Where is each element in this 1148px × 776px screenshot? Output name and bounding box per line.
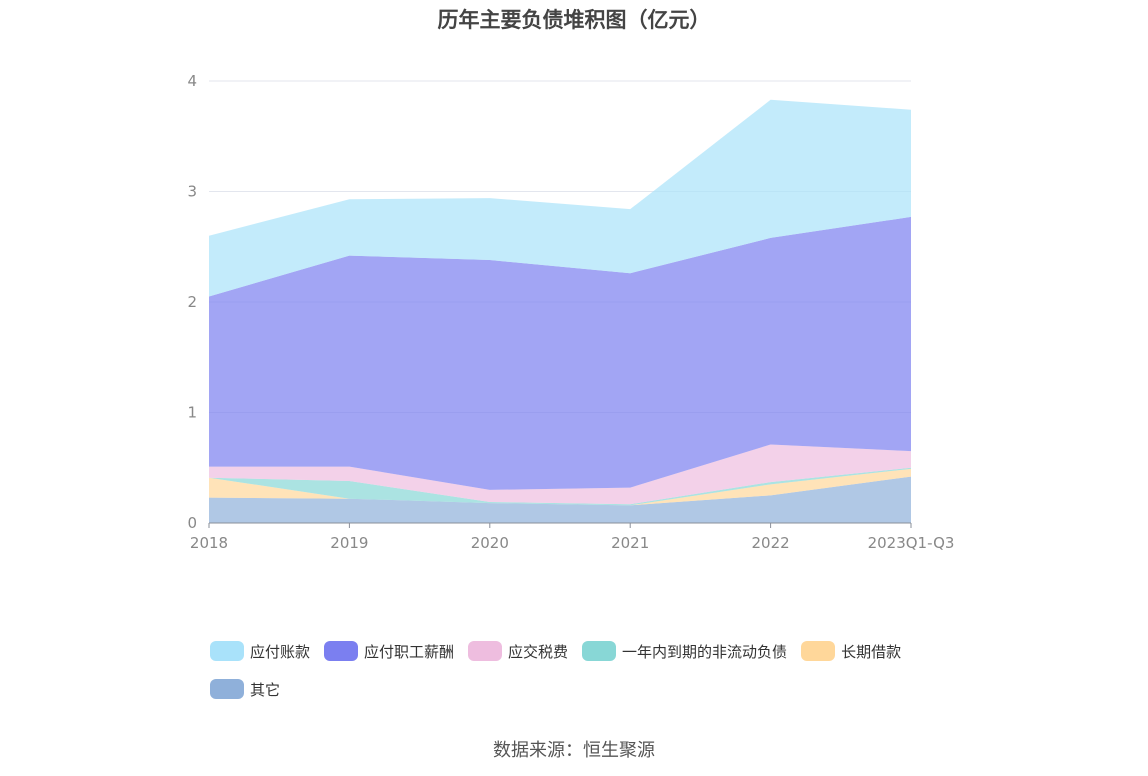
legend-item[interactable]: 应付职工薪酬 xyxy=(324,640,454,662)
legend-label: 一年内到期的非流动负债 xyxy=(622,642,788,661)
legend: 应付账款 应付职工薪酬 应交税费 一年内到期的非流动负债 长期借款其它 xyxy=(210,640,970,716)
area-series-应付职工薪酬[interactable] xyxy=(209,216,911,490)
legend-label: 应付账款 xyxy=(250,642,311,661)
area-series-其它[interactable] xyxy=(209,476,911,523)
area-series-应交税费[interactable] xyxy=(209,444,911,505)
area-series-group xyxy=(209,99,911,523)
x-tick-label: 2019 xyxy=(330,534,368,552)
area-series-应付账款[interactable] xyxy=(209,99,911,297)
legend-item[interactable]: 一年内到期的非流动负债 xyxy=(582,640,787,662)
chart-title: 历年主要负债堆积图（亿元） xyxy=(437,8,711,32)
stacked-area-chart: 0 1 2 3 4 2018 2019 2020 2021 2022 2023Q1-Q3 xyxy=(187,72,954,552)
legend-swatch xyxy=(582,641,617,661)
legend-label: 应付职工薪酬 xyxy=(364,642,455,661)
area-series-一年内到期的非流动负债[interactable] xyxy=(209,467,911,506)
legend-swatch xyxy=(324,641,359,661)
x-tick-label: 2022 xyxy=(752,534,790,552)
x-tick-label: 2021 xyxy=(611,534,649,552)
source-text: 数据来源：恒生聚源 xyxy=(493,740,655,761)
axes: 0 1 2 3 4 2018 2019 2020 2021 2022 2023Q1-Q3 xyxy=(187,72,954,552)
legend-item[interactable]: 应交税费 xyxy=(468,640,568,662)
x-tick-label: 2020 xyxy=(471,534,509,552)
y-tick-label: 1 xyxy=(187,404,197,422)
legend-swatch xyxy=(468,641,503,661)
legend-item[interactable]: 长期借款 xyxy=(801,640,901,662)
legend-item[interactable]: 应付账款 xyxy=(210,640,310,662)
legend-item[interactable]: 其它 xyxy=(210,678,280,700)
y-tick-label: 2 xyxy=(187,293,197,311)
y-tick-label: 3 xyxy=(187,183,197,201)
y-tick-label: 0 xyxy=(187,514,197,532)
y-tick-label: 4 xyxy=(187,72,197,90)
legend-label: 应交税费 xyxy=(508,642,569,661)
x-tick-label: 2018 xyxy=(190,534,228,552)
area-series-长期借款[interactable] xyxy=(209,468,911,506)
legend-swatch xyxy=(801,641,836,661)
legend-swatch xyxy=(210,679,244,699)
legend-label: 其它 xyxy=(250,680,281,699)
legend-swatch xyxy=(210,641,244,661)
x-tick-label: 2023Q1-Q3 xyxy=(868,534,955,552)
legend-label: 长期借款 xyxy=(841,642,902,661)
